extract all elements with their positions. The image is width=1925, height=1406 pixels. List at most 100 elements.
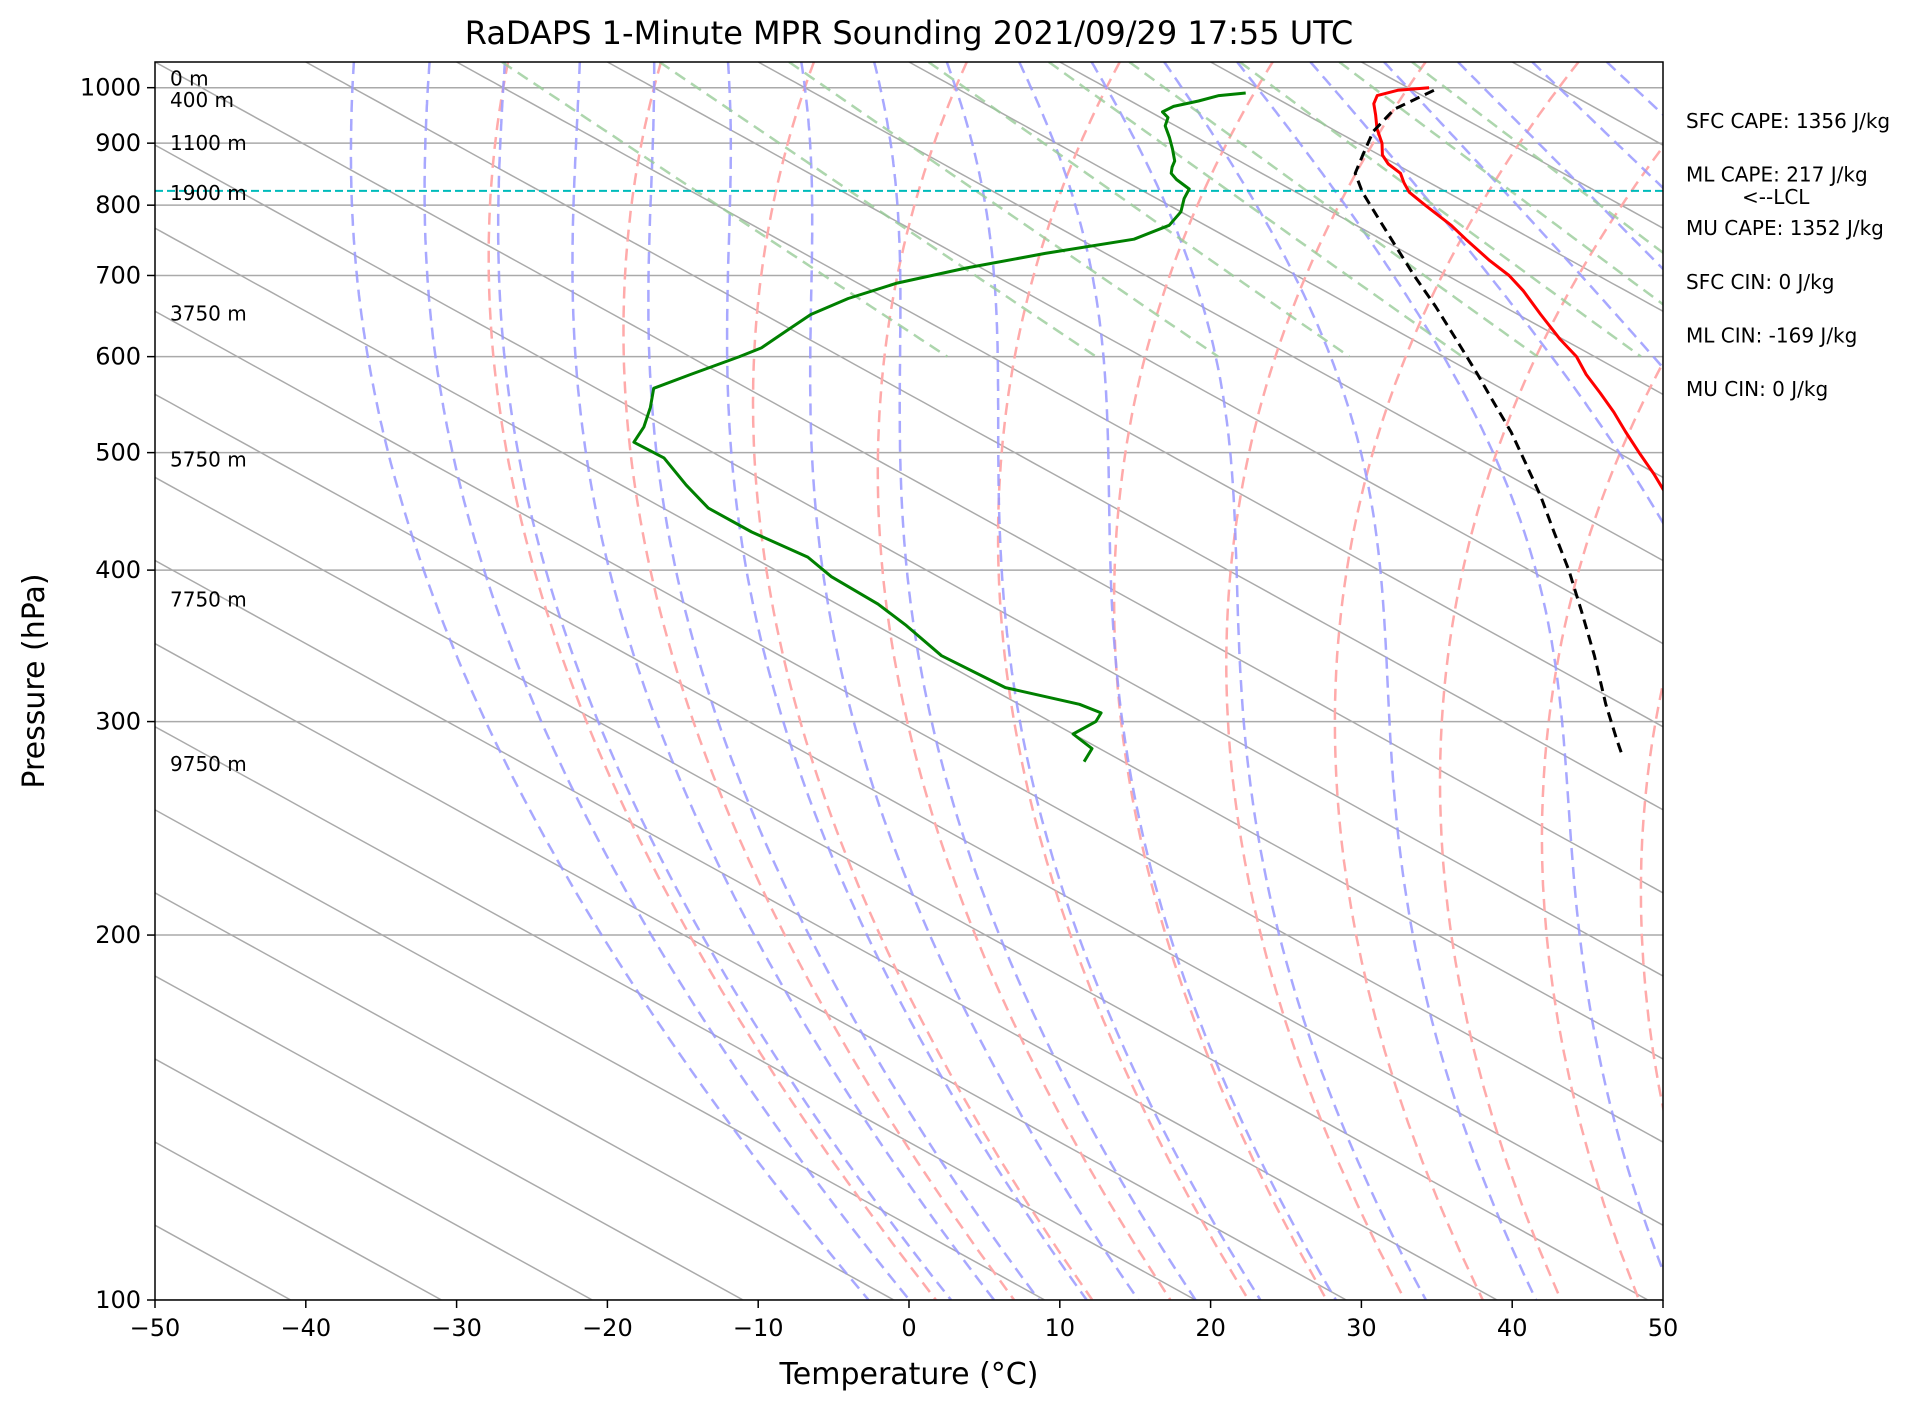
y-tick-label: 800 <box>95 191 141 219</box>
dry-adiabat-line <box>876 62 1172 1300</box>
height-label: 1100 m <box>170 131 247 155</box>
dry-adiabat-line <box>622 62 1016 1300</box>
x-axis: −50 −40 −30 −20 −10 0 10 20 30 40 50 <box>130 1300 1679 1342</box>
series-line-1 <box>632 91 1246 763</box>
y-tick-label: 100 <box>95 1286 141 1314</box>
dry-adiabat-line <box>1540 360 1663 1300</box>
dry-adiabat-line <box>751 62 1094 1300</box>
mixing-ratio-line <box>1048 62 1463 358</box>
dry-adiabat-line <box>996 62 1250 1300</box>
isotherm-line <box>155 559 1498 1300</box>
isotherm-line <box>155 725 1196 1300</box>
isotherm-line <box>155 310 1663 1143</box>
x-tick-label: −10 <box>733 1314 784 1342</box>
stat-label: SFC CIN: 0 J/kg <box>1686 270 1834 294</box>
x-tick-label: 50 <box>1648 1314 1679 1342</box>
moist-adiabat-line <box>1309 62 1663 526</box>
isotherm-line <box>908 62 1663 479</box>
moist-adiabat-line <box>349 62 870 1300</box>
x-tick-label: −40 <box>280 1314 331 1342</box>
dry-adiabat-line <box>1639 678 1663 1114</box>
isotherm-line <box>155 892 895 1300</box>
moist-adiabat-line <box>1383 62 1663 370</box>
isotherm-line <box>1814 62 1925 1300</box>
isotherm-line <box>1511 62 1663 146</box>
moist-adiabat-line <box>1090 62 1428 1300</box>
isotherm-line <box>155 1058 593 1300</box>
moist-adiabat-line <box>647 62 1041 1300</box>
y-tick-label: 400 <box>95 556 141 584</box>
isotherm-line <box>155 393 1663 1227</box>
mixing-ratio-line <box>927 62 1351 358</box>
dry-adiabat-line <box>1333 62 1580 1300</box>
dry-adiabat-line <box>487 62 937 1300</box>
x-tick-label: 30 <box>1346 1314 1377 1342</box>
mixing-ratio-line <box>1411 62 1663 255</box>
isotherm-line <box>155 975 744 1300</box>
moist-adiabat-line <box>945 62 1262 1300</box>
mixing-ratio-line <box>1128 62 1539 358</box>
moist-adiabat-line <box>1236 62 1663 1275</box>
isotherm-line <box>155 62 1663 894</box>
plot-frame <box>154 61 1664 1301</box>
isotherm-line <box>155 227 1663 1060</box>
dry-adiabat-line <box>1921 62 1925 1300</box>
x-axis-label: Temperature (°C) <box>779 1357 1039 1392</box>
height-label: 1900 m <box>170 181 247 205</box>
isotherm-line <box>1210 62 1663 313</box>
stat-label: SFC CAPE: 1356 J/kg <box>1686 109 1890 133</box>
x-tick-label: −20 <box>582 1314 633 1342</box>
series-line-2 <box>1353 88 1625 759</box>
moist-adiabat-line <box>1682 62 1925 1300</box>
series-group <box>632 86 1663 763</box>
height-label: 400 m <box>170 88 234 112</box>
y-tick-label: 900 <box>95 129 141 157</box>
x-tick-label: −50 <box>130 1314 181 1342</box>
dry-adiabat-line <box>1830 62 1925 1300</box>
stat-label: MU CAPE: 1352 J/kg <box>1686 216 1884 240</box>
stat-label: MU CIN: 0 J/kg <box>1686 377 1828 401</box>
y-tick-label: 1000 <box>80 74 141 102</box>
stat-label: ML CAPE: 217 J/kg <box>1686 163 1868 187</box>
x-tick-label: 20 <box>1195 1314 1226 1342</box>
moist-adiabat-line <box>1163 62 1538 1300</box>
y-tick-label: 300 <box>95 708 141 736</box>
y-tick-label: 200 <box>95 921 141 949</box>
isotherm-line <box>607 62 1663 645</box>
chart-title: RaDAPS 1-Minute MPR Sounding 2021/09/29 … <box>465 14 1353 52</box>
dry-adiabat-line <box>1112 62 1328 1300</box>
mixing-ratio-line <box>501 62 948 358</box>
height-label: 0 m <box>170 67 209 91</box>
y-tick-label: 500 <box>95 439 141 467</box>
series-line-0 <box>1372 86 1663 492</box>
height-label: 9750 m <box>170 752 247 776</box>
moist-adiabat-line <box>872 62 1197 1300</box>
dry-adiabat-line <box>1737 62 1925 1300</box>
y-tick-label: 600 <box>95 343 141 371</box>
moist-adiabat-line <box>725 62 1088 1300</box>
isotherm-line <box>155 642 1347 1300</box>
moist-adiabat-line <box>423 62 911 1300</box>
moist-adiabat-line <box>1018 62 1337 1300</box>
mixing-ratio-line <box>1239 62 1642 358</box>
height-label: 3750 m <box>170 302 247 326</box>
isotherm-line <box>155 144 1663 977</box>
moist-adiabat-line <box>496 62 953 1300</box>
isotherm-line <box>456 62 1663 728</box>
mixing-ratio-line <box>788 62 1219 358</box>
isotherm-line <box>155 476 1649 1300</box>
x-tick-label: −30 <box>431 1314 482 1342</box>
dry-adiabat-line <box>1225 62 1427 1300</box>
x-tick-label: 0 <box>901 1314 916 1342</box>
y-tick-label: 700 <box>95 261 141 289</box>
height-label: 7750 m <box>170 587 247 611</box>
isotherm-line <box>1662 62 1663 63</box>
isotherm-line <box>305 62 1663 811</box>
isotherm-line <box>1059 62 1663 396</box>
isotherm-line <box>155 1141 442 1300</box>
lcl-label: <--LCL <box>1742 185 1810 209</box>
x-tick-label: 40 <box>1497 1314 1528 1342</box>
background-lines <box>155 62 1925 1300</box>
